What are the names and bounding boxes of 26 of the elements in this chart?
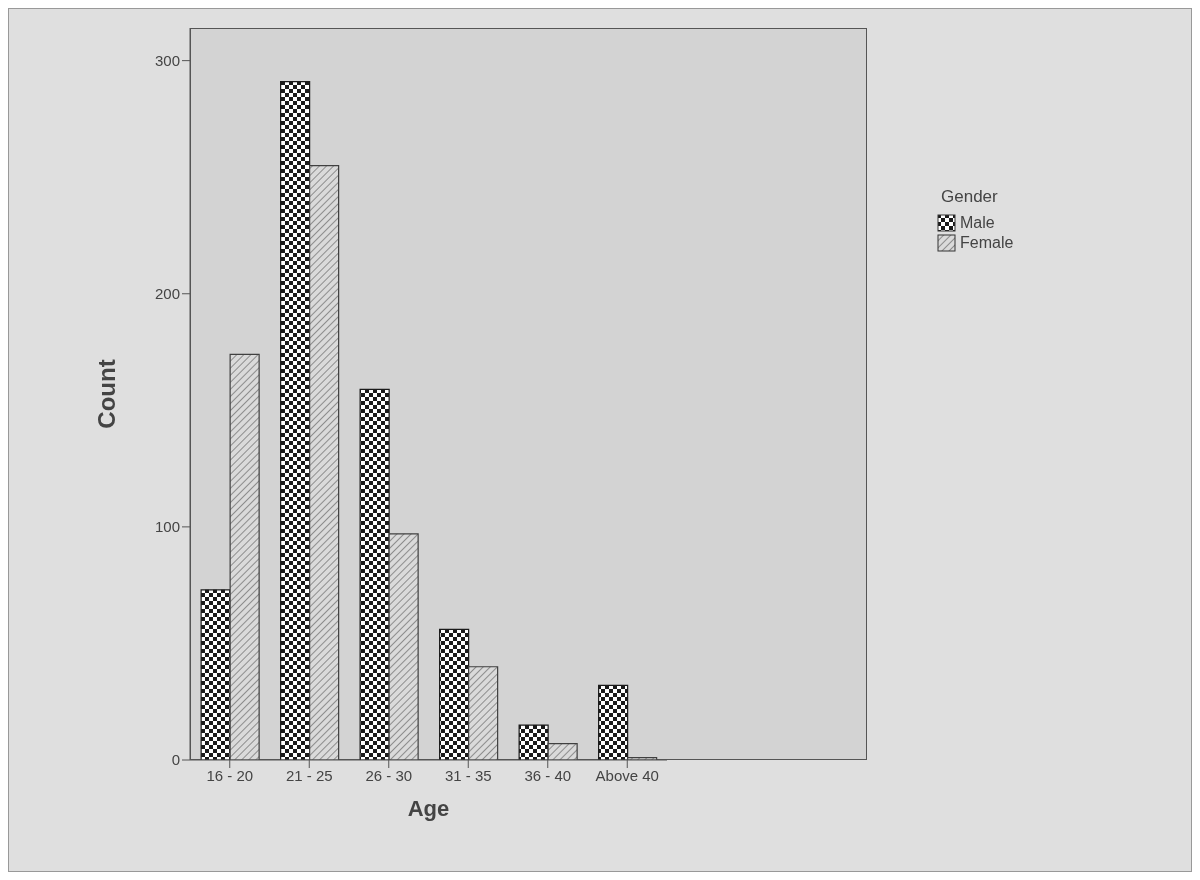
bar <box>309 164 340 760</box>
bar <box>468 666 499 760</box>
x-tick-label: 21 - 25 <box>285 766 333 784</box>
y-axis-title: Count <box>92 359 120 429</box>
y-tick-label: 100 <box>154 518 180 536</box>
bar <box>200 589 231 760</box>
bar <box>439 628 470 760</box>
x-tick-label: Above 40 <box>595 766 659 784</box>
x-axis-title: Age <box>407 796 450 821</box>
bar <box>547 743 578 760</box>
y-tick-label: 200 <box>154 285 180 303</box>
legend-label: Female <box>960 233 1014 253</box>
y-tick-label: 0 <box>171 751 180 769</box>
bar <box>280 81 311 760</box>
bar <box>598 684 629 760</box>
x-tick-label: 31 - 35 <box>444 766 492 784</box>
bar <box>359 388 390 760</box>
legend-title: Gender <box>941 187 999 207</box>
bar <box>229 353 260 760</box>
bar <box>388 533 419 760</box>
legend-label: Male <box>960 213 995 233</box>
x-tick-label: 36 - 40 <box>524 766 572 784</box>
bar <box>518 724 549 760</box>
y-tick-label: 300 <box>154 51 180 69</box>
x-tick-label: 16 - 20 <box>206 766 254 784</box>
x-tick-label: 26 - 30 <box>365 766 413 784</box>
